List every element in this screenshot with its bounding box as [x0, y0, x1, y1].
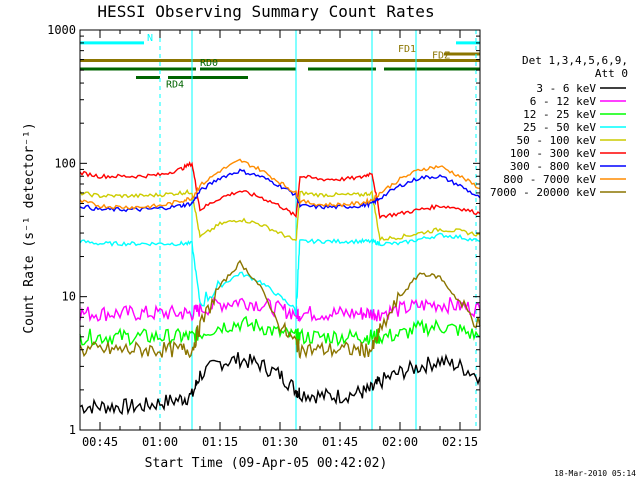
y-tick-label: 100	[54, 156, 76, 170]
x-axis-label: Start Time (09-Apr-05 00:42:02)	[145, 456, 388, 471]
y-tick-label: 1	[69, 423, 76, 437]
x-tick-label: 01:15	[202, 435, 238, 449]
x-axis-ticks: 00:45 01:00 01:15 01:30 01:45 02:00 02:15	[79, 30, 481, 449]
series-line-4	[79, 188, 481, 242]
flag-label-n: N	[147, 33, 153, 44]
y-tick-label: 10	[62, 290, 76, 304]
flag-label-rd0: RD0	[200, 58, 218, 69]
legend-label: 6 - 12 keV	[530, 95, 597, 108]
legend-label: 12 - 25 keV	[523, 108, 596, 121]
flag-label-fd1: FD1	[398, 44, 416, 55]
y-axis-ticks: 1 10 100 1000	[47, 23, 480, 437]
timestamp: 18-Mar-2010 05:14	[554, 469, 636, 478]
flag-label-fdz: FDZ	[432, 51, 450, 62]
series-line-2	[79, 315, 481, 348]
series-line-0	[79, 352, 481, 416]
series-lines	[79, 158, 481, 416]
legend-label: 800 - 7000 keV	[503, 173, 596, 186]
series-line-8	[79, 259, 481, 360]
series-line-1	[79, 296, 481, 323]
x-tick-label: 02:00	[382, 435, 418, 449]
x-tick-label: 01:30	[262, 435, 298, 449]
legend-header: Det 1,3,4,5,6,9,	[522, 54, 628, 67]
flag-label-rd4: RD4	[166, 80, 184, 91]
legend-label: 3 - 6 keV	[536, 82, 596, 95]
legend-label: 25 - 50 keV	[523, 121, 596, 134]
legend-label: 100 - 300 keV	[510, 147, 596, 160]
series-line-5	[79, 160, 481, 220]
series-line-3	[79, 232, 481, 316]
legend-header: Att 0	[595, 67, 628, 80]
legend-label: 7000 - 20000 keV	[490, 186, 596, 199]
x-tick-label: 02:15	[442, 435, 478, 449]
legend-label: 50 - 100 keV	[517, 134, 597, 147]
legend-label: 300 - 800 keV	[510, 160, 596, 173]
x-tick-label: 01:45	[322, 435, 358, 449]
y-tick-label: 1000	[47, 23, 76, 37]
x-tick-label: 00:45	[82, 435, 118, 449]
series-line-7	[79, 158, 481, 210]
y-axis-label: Count Rate (s⁻¹ detector⁻¹)	[22, 122, 37, 333]
flag-bars: N FD1 FDZ RD0 RD4	[80, 33, 480, 91]
x-tick-label: 01:00	[142, 435, 178, 449]
chart-title: HESSI Observing Summary Count Rates	[97, 2, 434, 21]
